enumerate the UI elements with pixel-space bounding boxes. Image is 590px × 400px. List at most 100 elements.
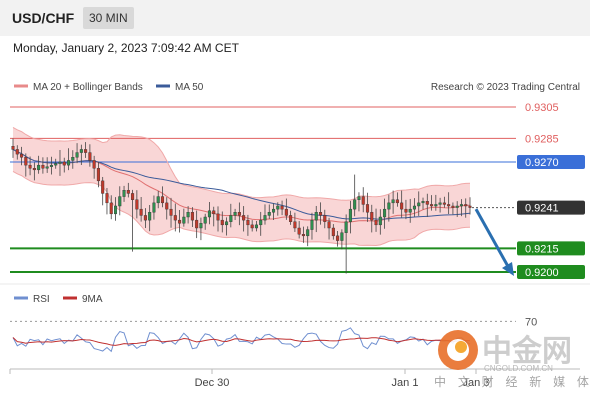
- candle: [276, 202, 280, 216]
- candle: [182, 208, 186, 227]
- candle: [357, 192, 361, 212]
- x-tick-label: Dec 30: [195, 377, 230, 389]
- candle: [242, 206, 246, 232]
- support-level-tag: [517, 241, 585, 256]
- candle: [408, 198, 412, 223]
- x-axis: Dec 30 Jan 1 Jan 3: [9, 369, 490, 389]
- watermark-brand: 中金网: [482, 334, 572, 369]
- datetime-label: Monday, January 2, 2023 7:09:42 AM CET: [13, 41, 239, 55]
- candle: [220, 211, 224, 233]
- candle: [118, 186, 122, 216]
- candle: [310, 212, 314, 240]
- candle: [361, 187, 365, 213]
- candle: [250, 220, 254, 232]
- candle: [15, 145, 19, 160]
- candle: [284, 198, 288, 220]
- candle: [105, 188, 109, 215]
- candle: [438, 197, 442, 213]
- candle: [131, 189, 135, 252]
- ma20-legend-label: MA 20 + Bollinger Bands: [33, 82, 143, 93]
- candle: [212, 206, 216, 227]
- candle: [126, 182, 130, 198]
- candle: [165, 197, 169, 220]
- candle: [71, 150, 75, 169]
- candle: [58, 150, 62, 176]
- candle: [28, 156, 32, 176]
- candle: [92, 155, 96, 179]
- candle: [430, 195, 434, 211]
- candle: [400, 190, 404, 218]
- candle: [293, 212, 297, 232]
- candle: [160, 186, 165, 208]
- candle: [318, 202, 323, 225]
- candle: [152, 195, 156, 220]
- rsi-legend: RSI 9MA: [14, 294, 103, 305]
- projection-arrow: [474, 208, 514, 276]
- resistance-level-label: 0.9305: [525, 102, 559, 114]
- candle: [75, 143, 79, 164]
- candle: [331, 224, 335, 240]
- candle: [216, 206, 220, 232]
- candle: [348, 200, 352, 234]
- bollinger-upper-line: [12, 126, 471, 201]
- candle: [135, 190, 139, 219]
- candle: [395, 192, 399, 207]
- candle: [45, 157, 49, 173]
- candle: [374, 208, 378, 232]
- research-credit: Research © 2023 Trading Central: [431, 82, 580, 93]
- candle: [101, 176, 105, 206]
- candle: [186, 206, 190, 224]
- ma50-line: [12, 148, 471, 220]
- candle: [84, 142, 88, 158]
- candle: [267, 204, 271, 220]
- projection-arrow-shaft: [474, 208, 512, 271]
- candle: [11, 138, 15, 158]
- candle: [190, 207, 194, 227]
- support-level-label: 0.9215: [525, 243, 559, 255]
- candle: [143, 208, 147, 228]
- candle: [66, 148, 71, 171]
- watermark-tagline: 中 文 财 经 新 媒 体: [434, 374, 590, 389]
- candle: [49, 156, 53, 175]
- candle: [301, 226, 305, 243]
- candle: [24, 153, 28, 177]
- candle: [233, 208, 237, 221]
- candle: [173, 203, 177, 232]
- candle: [297, 221, 301, 239]
- candle: [237, 202, 241, 226]
- candlesticks: [11, 138, 472, 274]
- timeframe-button[interactable]: 30 MIN: [83, 7, 134, 29]
- x-tick-label: Jan 1: [392, 377, 419, 389]
- candle: [306, 226, 310, 247]
- candle: [169, 197, 173, 228]
- candle: [344, 214, 348, 274]
- candle: [96, 161, 100, 188]
- candle: [404, 199, 408, 220]
- rsi-ma-legend-label: 9MA: [82, 294, 103, 305]
- candle: [229, 203, 233, 228]
- candle: [203, 213, 207, 230]
- x-tick-label: Jan 3: [463, 377, 490, 389]
- candle: [280, 200, 284, 216]
- candle: [314, 205, 318, 233]
- candle: [259, 211, 263, 236]
- candle: [353, 174, 357, 217]
- candle: [88, 144, 92, 167]
- candle: [246, 214, 250, 236]
- candle: [455, 201, 459, 217]
- candle: [387, 194, 391, 222]
- rsi-line: [12, 327, 471, 353]
- moving-averages: [12, 126, 471, 247]
- level-labels: 0.9305 0.9285 0.9270 0.9241 0.9215 0.9200: [517, 102, 585, 279]
- candle: [263, 204, 267, 225]
- candle: [54, 158, 58, 169]
- candle: [20, 146, 24, 166]
- pivot-level-label: 0.9270: [525, 157, 559, 169]
- candle: [434, 194, 438, 211]
- chart-legend: MA 20 + Bollinger Bands MA 50 Research ©…: [14, 82, 580, 93]
- candle: [41, 157, 45, 174]
- candle: [113, 197, 118, 221]
- candle: [383, 198, 387, 229]
- candle: [32, 162, 36, 181]
- ma50-legend-label: MA 50: [175, 82, 204, 93]
